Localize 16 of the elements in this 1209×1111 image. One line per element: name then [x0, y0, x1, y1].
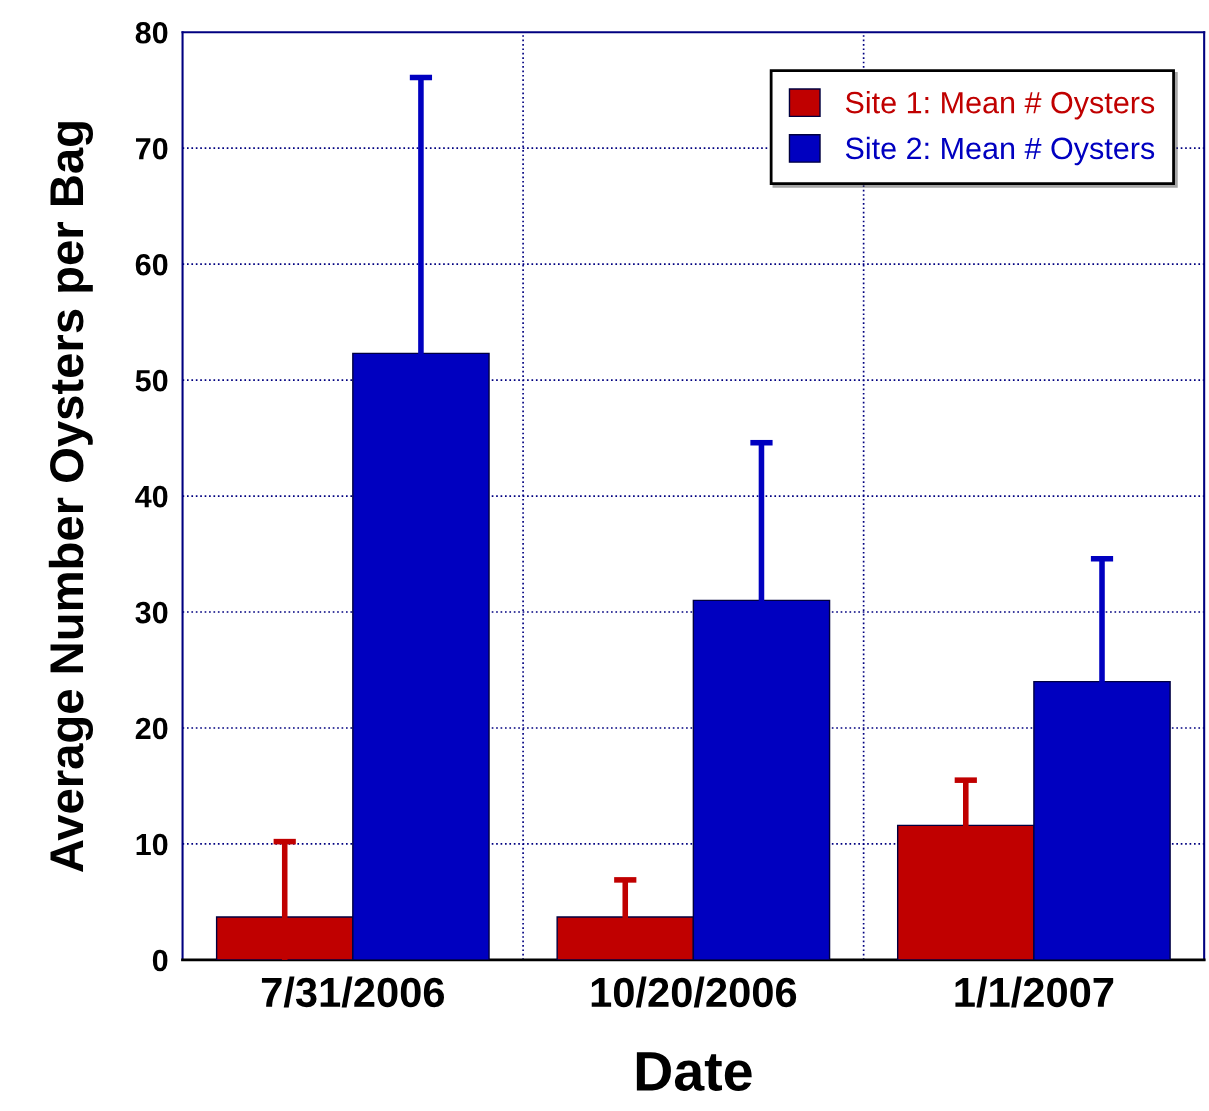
legend-label: Site 1: Mean # Oysters: [845, 91, 1155, 120]
y-tick-label: 60: [135, 253, 168, 276]
y-tick-label: 20: [135, 717, 168, 740]
y-tick-label: 40: [135, 485, 168, 508]
y-tick-label: 30: [135, 601, 168, 624]
y-tick-label: 80: [135, 21, 168, 44]
x-tick-label: 7/31/2006: [261, 976, 445, 1008]
x-axis-title: Date: [636, 1052, 752, 1091]
y-axis-title: Average Number Oysters per Bag: [48, 122, 94, 872]
y-tick-label: 70: [136, 137, 168, 160]
y-tick-label: 0: [152, 949, 168, 972]
x-tick-label: 10/20/2006: [591, 976, 797, 1008]
y-tick-label: 10: [136, 833, 168, 856]
y-tick-label: 50: [135, 369, 168, 392]
legend-label: Site 2: Mean # Oysters: [845, 136, 1155, 166]
x-tick-label: 1/1/2007: [955, 976, 1114, 1008]
